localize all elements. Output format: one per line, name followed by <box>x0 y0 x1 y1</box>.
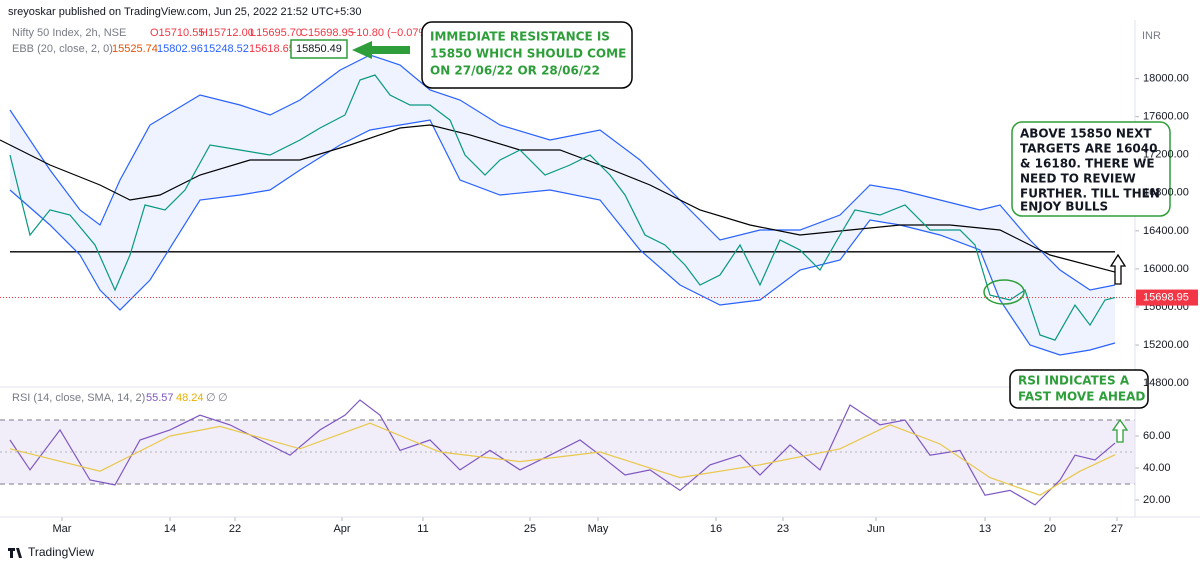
indicator-value: 15618.65 <box>249 43 295 55</box>
x-tick-label: 27 <box>1111 523 1123 535</box>
annotation: RSI INDICATES A <box>1018 374 1130 388</box>
plot-layer <box>0 54 1139 521</box>
x-tick-label: 11 <box>417 523 428 535</box>
ohlc: O15710.55 <box>150 27 204 39</box>
annotation-box <box>1009 369 1149 409</box>
footer: TradingView <box>28 545 94 559</box>
annotation: & 16180. THERE WE <box>1020 157 1155 171</box>
axis-unit: INR <box>1142 30 1161 42</box>
x-tick-label: Mar <box>53 523 72 535</box>
rsi-value: ∅ <box>206 392 216 404</box>
highlight-ellipse <box>983 279 1025 305</box>
y-tick-label: 60.00 <box>1143 430 1171 442</box>
last-price-label: 15698.95 <box>1143 291 1189 303</box>
highlighted-value: 15850.49 <box>296 43 342 55</box>
annotation: IMMEDIATE RESISTANCE IS <box>430 30 610 44</box>
x-tick-label: Jun <box>867 523 885 535</box>
annotation: FURTHER. TILL THEN <box>1020 187 1160 201</box>
symbol-legend: Nifty 50 Index, 2h, NSE <box>12 27 126 39</box>
annotation: 15850 WHICH SHOULD COME <box>430 47 626 61</box>
band-fill <box>10 55 1115 356</box>
y-tick-label: 15200.00 <box>1143 339 1189 351</box>
x-tick-label: 13 <box>979 523 991 535</box>
series-line <box>9 119 1116 356</box>
last-price-box <box>1136 289 1198 306</box>
annotation: NEED TO REVIEW <box>1020 172 1136 186</box>
rsi-legend: RSI (14, close, SMA, 14, 2) <box>12 392 145 404</box>
rsi-value: 55.57 <box>146 392 174 404</box>
rsi-value: ∅ <box>218 392 228 404</box>
annotation-box <box>1011 121 1171 217</box>
annotation: ON 27/06/22 OR 28/06/22 <box>430 64 600 78</box>
annotation-box <box>421 21 633 89</box>
series-line <box>9 399 1116 506</box>
series-line <box>9 422 1116 496</box>
y-tick-label: 40.00 <box>1143 462 1171 474</box>
indicator-legend: EBB (20, close, 2, 0) <box>12 43 113 55</box>
indicator-value: 15525.74 <box>112 43 158 55</box>
highlight-box <box>290 39 348 59</box>
arrow <box>1109 253 1127 285</box>
y-tick-label: 16000.00 <box>1143 263 1189 275</box>
indicator-value: 15248.52 <box>203 43 249 55</box>
y-tick-label: 16800.00 <box>1143 187 1189 199</box>
x-tick-label: 14 <box>164 523 176 535</box>
y-tick-label: 17600.00 <box>1143 111 1189 123</box>
y-tick-label: 16400.00 <box>1143 225 1189 237</box>
rsi-value: 48.24 <box>176 392 204 404</box>
annotation: TARGETS ARE 16040 <box>1020 142 1157 156</box>
arrow <box>352 41 410 59</box>
indicator-value: 15802.96 <box>157 43 203 55</box>
y-tick-label: 20.00 <box>1143 494 1171 506</box>
overlay-layer: 18000.00 17600.00 17200.00 16800.00 16400.00… <box>53 73 1198 535</box>
ohlc: L15695.70 <box>250 27 302 39</box>
series-line <box>9 74 1116 341</box>
x-tick-label: 20 <box>1044 523 1056 535</box>
annotation: ENJOY BULLS <box>1020 200 1108 214</box>
x-tick-label: 25 <box>524 523 536 535</box>
logo <box>8 548 22 558</box>
x-tick-label: Apr <box>333 523 350 535</box>
arrow <box>1111 418 1129 443</box>
series-line <box>9 54 1116 291</box>
ohlc: C15698.95 <box>300 27 354 39</box>
x-tick-label: 16 <box>710 523 722 535</box>
ohlc: −10.80 (−0.07%) <box>350 27 432 39</box>
annotation: ABOVE 15850 NEXT <box>1020 127 1152 141</box>
x-tick-label: May <box>588 523 609 535</box>
ohlc: H15712.00 <box>200 27 254 39</box>
y-tick-label: 17200.00 <box>1143 149 1189 161</box>
y-tick-label: 18000.00 <box>1143 73 1189 85</box>
y-tick-label: 14800.00 <box>1143 377 1189 389</box>
annotation: FAST MOVE AHEAD <box>1018 390 1145 404</box>
x-tick-label: 23 <box>777 523 789 535</box>
x-tick-label: 22 <box>229 523 241 535</box>
header: sreyoskar published on TradingView.com, … <box>8 6 362 18</box>
